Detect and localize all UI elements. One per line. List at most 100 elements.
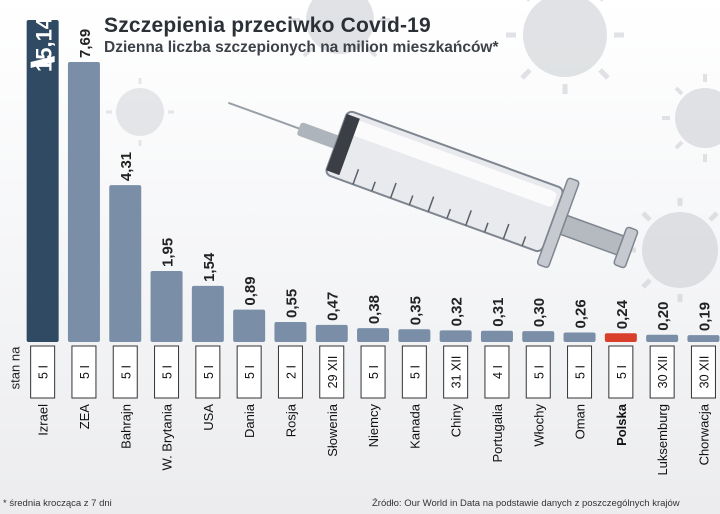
value-label-3: 1,95 xyxy=(160,238,177,267)
date-box-6 xyxy=(277,345,303,399)
category-label-16: Chorwacja xyxy=(696,403,711,465)
category-label-10: Chiny xyxy=(449,404,464,438)
category-label-15: Luksemburg xyxy=(655,404,670,476)
value-label-14: 0,24 xyxy=(614,299,631,329)
category-label-6: Rosja xyxy=(283,403,298,437)
value-label-0: 15,14 xyxy=(32,16,57,72)
date-label-12: 5 I xyxy=(532,365,546,379)
value-label-9: 0,35 xyxy=(407,296,424,325)
date-label-2: 5 I xyxy=(119,365,133,379)
date-label-3: 5 I xyxy=(161,365,175,379)
date-box-16 xyxy=(690,345,716,399)
date-label-10: 31 XII xyxy=(450,356,464,389)
bar-14 xyxy=(604,333,637,342)
value-label-6: 0,55 xyxy=(283,289,300,318)
category-label-11: Portugalia xyxy=(490,403,505,462)
value-label-12: 0,30 xyxy=(531,298,548,327)
date-label-5: 5 I xyxy=(243,365,257,379)
date-label-0: 5 I xyxy=(37,365,51,379)
value-label-4: 1,54 xyxy=(201,252,218,282)
value-label-8: 0,38 xyxy=(366,295,383,324)
date-box-8 xyxy=(360,345,386,399)
bar-2 xyxy=(109,185,142,342)
virus-icon xyxy=(628,198,719,302)
date-box-11 xyxy=(484,345,510,399)
date-label-15: 30 XII xyxy=(656,356,670,389)
category-label-7: Słowenia xyxy=(325,403,340,457)
date-box-4 xyxy=(195,345,221,399)
virus-icon xyxy=(106,78,174,146)
category-label-13: Oman xyxy=(573,404,588,439)
bars-layer xyxy=(26,20,720,342)
virus-icon xyxy=(290,0,390,58)
bar-12 xyxy=(522,331,555,342)
bar-0 xyxy=(26,20,59,342)
date-boxes-layer: 5 I 5 I 5 I 5 I 5 I 5 I 2 I 29 XII 5 I 5 I 31 XII 4… xyxy=(30,345,716,399)
category-label-3: W. Brytania xyxy=(160,403,175,470)
category-label-5: Dania xyxy=(242,403,257,438)
bar-15 xyxy=(646,334,679,342)
date-label-7: 29 XII xyxy=(326,356,340,389)
date-row-label: stan na xyxy=(7,346,23,390)
category-label-1: ZEA xyxy=(77,404,92,430)
date-box-12 xyxy=(525,345,551,399)
date-label-14: 5 I xyxy=(615,365,629,379)
date-label-4: 5 I xyxy=(202,365,216,379)
bar-8 xyxy=(357,328,390,342)
date-box-3 xyxy=(154,345,180,399)
date-label-13: 5 I xyxy=(574,365,588,379)
date-box-15 xyxy=(649,345,675,399)
bar-16 xyxy=(687,335,720,342)
value-label-13: 0,26 xyxy=(573,299,590,328)
bar-10 xyxy=(439,330,472,342)
category-label-8: Niemcy xyxy=(366,404,381,448)
category-label-4: USA xyxy=(201,404,216,431)
date-box-2 xyxy=(112,345,138,399)
decor-layer xyxy=(106,0,720,302)
date-box-5 xyxy=(236,345,262,399)
bar-11 xyxy=(480,330,513,342)
date-label-9: 5 I xyxy=(408,365,422,379)
category-label-2: Bahrajn xyxy=(118,404,133,449)
date-box-10 xyxy=(443,345,469,399)
bar-6 xyxy=(274,321,307,342)
axis-break-icon xyxy=(30,56,55,68)
bar-9 xyxy=(398,329,431,342)
value-labels-layer: 15,14 7,69 4,31 1,95 1,54 0,89 0,55 0,47 0,38 0,3… xyxy=(32,16,714,331)
date-box-9 xyxy=(401,345,427,399)
date-box-13 xyxy=(567,345,593,399)
virus-icon xyxy=(662,74,720,162)
date-box-14 xyxy=(608,345,634,399)
value-label-16: 0,19 xyxy=(696,302,713,331)
bar-5 xyxy=(233,309,266,342)
category-label-0: Izrael xyxy=(36,404,51,436)
chart-title: Szczepienia przeciwko Covid-19 xyxy=(104,14,431,37)
date-label-6: 2 I xyxy=(284,365,298,379)
date-label-16: 30 XII xyxy=(697,356,711,389)
value-label-15: 0,20 xyxy=(655,302,672,331)
bar-4 xyxy=(191,285,224,342)
date-label-1: 5 I xyxy=(78,365,92,379)
date-label-8: 5 I xyxy=(367,365,381,379)
value-label-10: 0,32 xyxy=(449,297,466,326)
date-label-11: 4 I xyxy=(491,365,505,379)
bar-7 xyxy=(315,324,348,342)
date-box-0 xyxy=(30,345,56,399)
value-label-2: 4,31 xyxy=(118,152,135,181)
chart-subtitle: Dzienna liczba szczepionych na milion mi… xyxy=(104,39,499,56)
syringe-icon xyxy=(228,101,639,269)
value-label-11: 0,31 xyxy=(490,298,507,327)
value-label-1: 7,69 xyxy=(77,29,94,58)
bar-3 xyxy=(150,270,183,342)
date-box-1 xyxy=(71,345,97,399)
bar-1 xyxy=(67,62,100,342)
category-labels-layer: Izrael ZEA Bahrajn W. Brytania USA Dania Rosja… xyxy=(36,403,712,475)
category-label-12: Włochy xyxy=(531,404,546,447)
date-row-label-wrap: stan na xyxy=(7,338,23,398)
bar-13 xyxy=(563,332,596,342)
footnote: * średnia krocząca z 7 dni xyxy=(3,498,112,509)
value-label-5: 0,89 xyxy=(242,276,259,305)
date-box-7 xyxy=(319,345,345,399)
